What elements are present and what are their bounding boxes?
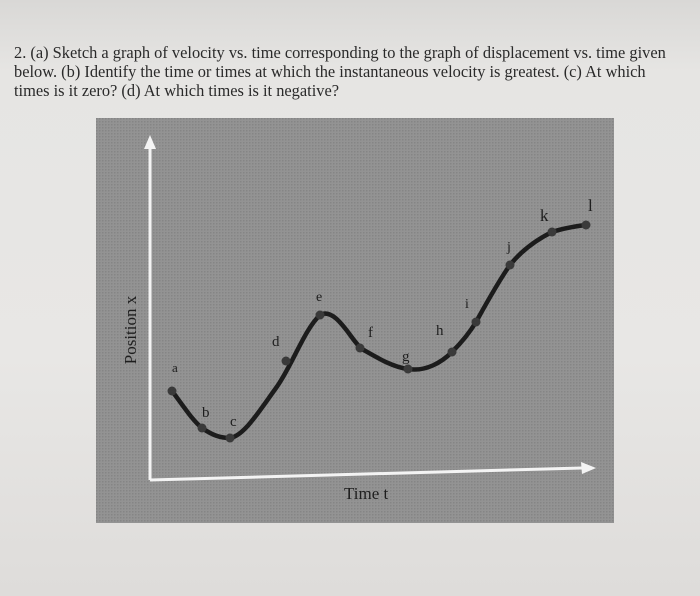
point-e — [315, 310, 325, 320]
point-j — [505, 260, 515, 270]
point-i — [471, 317, 481, 327]
question-text: 2. (a) Sketch a graph of velocity vs. ti… — [14, 43, 694, 100]
point-a — [167, 386, 177, 396]
point-b — [197, 423, 207, 433]
position-time-graph: a b c d e f g h i j k l Time t Position … — [96, 118, 614, 523]
y-axis-label: Position x — [121, 295, 140, 364]
position-time-figure: a b c d e f g h i j k l Time t Position … — [96, 118, 614, 523]
label-a: a — [172, 360, 178, 375]
label-b: b — [202, 405, 210, 421]
x-axis-arrowhead — [581, 462, 596, 474]
point-h — [447, 347, 457, 357]
point-d — [281, 356, 291, 366]
label-h: h — [436, 323, 444, 339]
point-g — [403, 364, 413, 374]
figure-panel — [96, 118, 614, 523]
label-d: d — [272, 334, 280, 350]
y-axis-arrowhead — [144, 135, 156, 149]
label-f: f — [368, 325, 373, 341]
label-k: k — [540, 206, 549, 225]
question-line-1: 2. (a) Sketch a graph of velocity vs. ti… — [14, 43, 666, 62]
label-c: c — [230, 414, 237, 430]
label-i: i — [465, 297, 469, 312]
point-c — [225, 433, 235, 443]
x-axis-label: Time t — [344, 484, 389, 503]
x-axis — [149, 466, 583, 482]
question-line-3: times is it zero? (d) At which times is … — [14, 81, 340, 100]
label-g: g — [402, 349, 410, 365]
question-line-2: below. (b) Identify the time or times at… — [14, 62, 646, 81]
label-l: l — [588, 196, 593, 215]
point-k — [547, 227, 557, 237]
label-e: e — [316, 290, 322, 305]
label-j: j — [506, 240, 511, 255]
point-l — [581, 220, 591, 230]
point-f — [355, 343, 365, 353]
